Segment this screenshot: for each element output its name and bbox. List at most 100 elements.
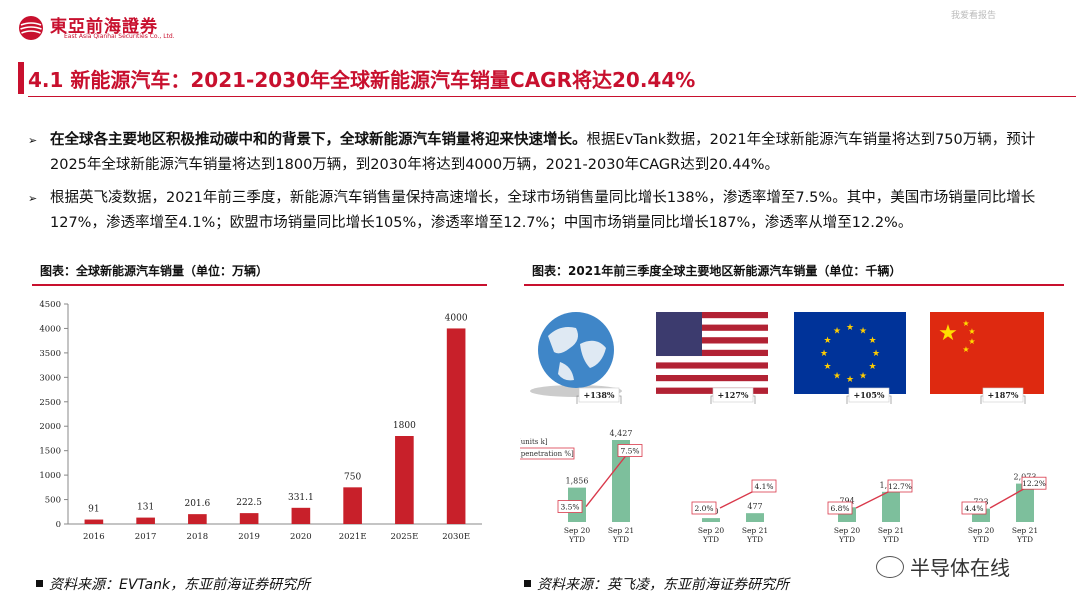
y-tick-label: 1500 [39,447,61,457]
penetration-box [751,479,777,493]
penetration-box [557,500,583,513]
x-tick-label: 2020 [290,532,312,542]
penetration-label: 6.8% [830,504,849,513]
penetration-box [961,501,987,515]
bullet-1-text: 根据EvTank数据，2021年全球新能源汽车销量将达到750万辆，预计2025… [50,132,1036,173]
bar-value-label: 4,427 [610,429,633,438]
growth-box [578,387,620,403]
penetration-box [1021,476,1047,490]
penetration-label: 12.7% [888,482,912,491]
arrow-bullet-icon: ➢ [28,134,38,147]
growth-box [848,387,890,403]
svg-text:★: ★ [833,326,841,336]
company-logo-icon [19,16,43,40]
x-tick-label: Sep 20 [698,526,725,535]
bar-value-label: 477 [747,502,762,511]
y-tick-label: 2000 [39,422,61,432]
svg-text:★: ★ [962,319,969,328]
penetration-label: 3.5% [560,503,579,512]
svg-text:★: ★ [859,372,867,382]
square-bullet-icon [524,580,531,587]
x-tick-label: Sep 20 [968,526,995,535]
bar-sep-21-ytd [612,440,630,522]
penetration-label: 4.1% [754,482,773,491]
china-flag-icon: ★ ★★★★ [930,312,1044,394]
x-tick-label: Sep 21 [742,526,768,535]
bar-value-label: 4000 [445,313,468,323]
legend-penetration: [penetration %] [520,450,574,458]
svg-text:★: ★ [868,362,876,372]
svg-text:★: ★ [846,323,854,333]
bullet-2-text: 根据英飞凌数据，2021年前三季度，新能源汽车销售量保持高速增长，全球市场销售量… [50,190,1036,231]
left-chart-caption: 图表：全球新能源汽车销量（单位：万辆） [40,264,269,278]
bar-value-label: 794 [839,496,854,505]
square-bullet-icon [36,580,43,587]
x-tick-label: Sep 20 [834,526,861,535]
penetration-label: 12.2% [1022,479,1046,488]
title-divider [28,96,1076,97]
bar-sep-21-ytd [1016,483,1034,522]
bar-value-label: 91 [88,505,99,515]
svg-text:★: ★ [833,372,841,382]
svg-text:★: ★ [872,349,880,359]
bullet-1-bold: 在全球各主要地区积极推动碳中和的背景下，全球新能源汽车销量将迎来快速增长。 [50,132,587,148]
x-tick-label: YTD [568,535,585,544]
watermark: 半导体在线 [876,552,1010,581]
svg-text:★: ★ [938,321,958,346]
bullet-2: ➢ 根据英飞凌数据，2021年前三季度，新能源汽车销售量保持高速增长，全球市场销… [28,186,1058,236]
x-tick-label: YTD [746,535,763,544]
y-tick-label: 500 [45,496,61,506]
bar-2018 [188,514,207,524]
bar-2021E [343,487,362,524]
company-name: 東亞前海證券 [50,17,158,37]
growth-label: +138% [583,390,614,400]
top-right-mark: 我爱看报告 [950,11,996,21]
y-tick-label: 3500 [39,349,61,359]
page-title: 4.1 新能源汽车：2021-2030年全球新能源汽车销量CAGR将达20.44… [28,68,696,92]
x-tick-label: YTD [612,535,629,544]
y-tick-label: 4000 [39,324,61,334]
arrow-bullet-icon: ➢ [28,192,38,205]
bar-value-label: 222.5 [236,498,262,508]
bar-value-label: 1800 [393,421,416,431]
x-tick-label: YTD [1016,535,1033,544]
bar-2019 [239,513,259,524]
growth-label: +127% [717,390,748,400]
wechat-icon [876,556,904,578]
x-tick-label: YTD [882,535,899,544]
regional-nev-sales-chart: ★★★★★★★★★ ★ ★★ ★ ★★★★[units k][penetration %… [520,312,1047,544]
bar-value-label: 331.1 [288,493,314,503]
x-tick-label: 2016 [83,532,105,542]
y-tick-label: 3000 [39,373,61,383]
svg-text:★: ★ [846,375,854,385]
x-tick-label: 2021E [339,532,367,542]
growth-label: +187% [987,390,1018,400]
bar-value-label: 201.6 [184,499,210,509]
y-tick-label: 1000 [39,471,61,481]
penetration-box [617,444,643,457]
bar-2025E [395,436,414,524]
x-tick-label: 2030E [442,532,470,542]
penetration-label: 4.4% [964,504,983,513]
x-tick-label: Sep 21 [1012,526,1038,535]
x-tick-label: 2025E [390,532,418,542]
growth-box [982,387,1024,403]
svg-text:★: ★ [859,326,867,336]
legend-units: [units k] [520,438,548,446]
x-tick-label: YTD [838,535,855,544]
legend-penetration-box [520,447,575,460]
x-tick-label: 2017 [135,532,157,542]
x-tick-label: 2019 [238,532,260,542]
x-tick-label: YTD [972,535,989,544]
bar-sep-21-ytd [882,491,900,522]
company-name-en: East Asia Qianhai Securities Co., Ltd. [64,33,175,40]
penetration-line [585,450,631,507]
globe-icon [530,312,622,397]
bar-value-label: 131 [137,503,154,513]
y-tick-label: 0 [56,520,61,530]
bullet-1: ➢ 在全球各主要地区积极推动碳中和的背景下，全球新能源汽车销量将迎来快速增长。根… [28,128,1058,178]
global-nev-sales-chart: 0 500 1000 1500 2000 2500 3000 3500 4000 4500 91 20… [39,300,482,542]
